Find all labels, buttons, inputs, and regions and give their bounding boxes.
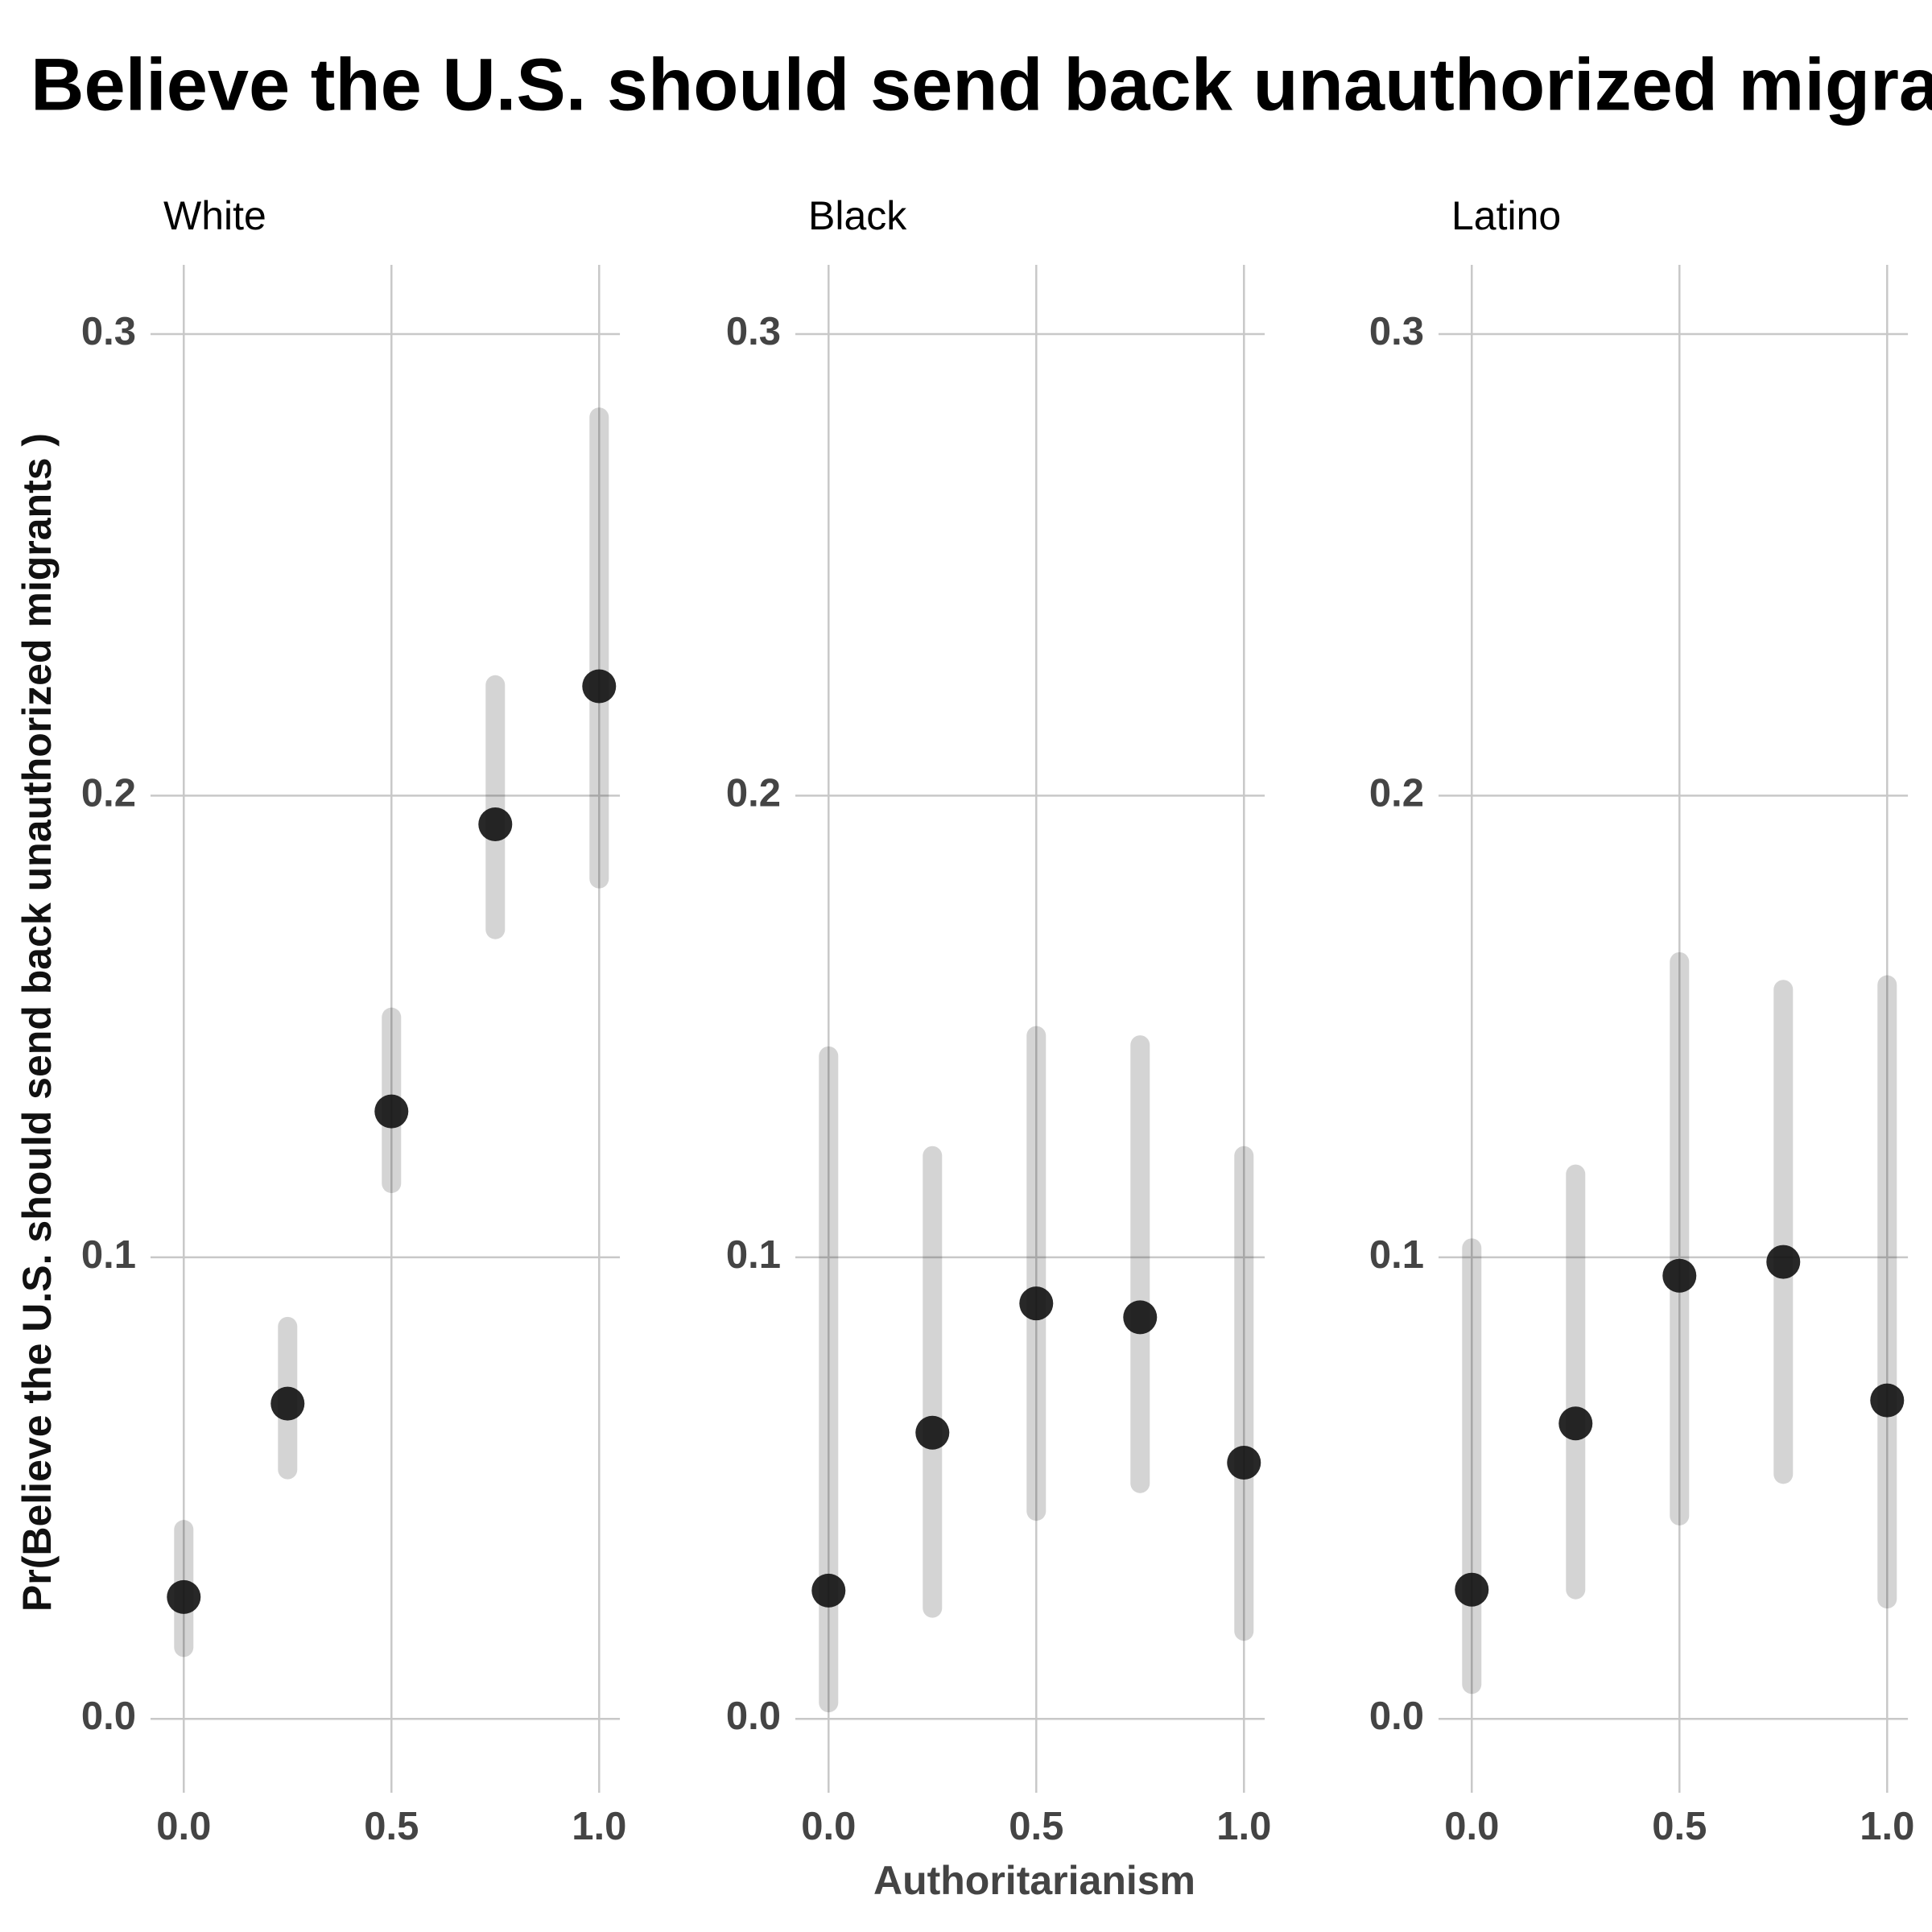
x-tick-label: 0.5 <box>1009 1805 1063 1848</box>
simulation-range <box>485 675 506 939</box>
simulation-range <box>589 407 609 889</box>
facet-label: Black <box>808 193 907 238</box>
mean-point <box>270 1386 305 1421</box>
x-tick-label: 0.0 <box>801 1805 856 1848</box>
mean-point <box>1662 1258 1697 1293</box>
y-tick-label: 0.3 <box>1369 310 1424 353</box>
simulation-range <box>1877 975 1897 1609</box>
mean-point <box>478 807 513 841</box>
mean-point <box>1455 1572 1489 1607</box>
simulation-range <box>1462 1238 1482 1695</box>
mean-point <box>1123 1300 1158 1335</box>
simulation-range <box>1130 1035 1150 1493</box>
mean-point <box>1558 1406 1593 1441</box>
facet-label: White <box>163 193 266 238</box>
y-tick-label: 0.2 <box>81 771 136 815</box>
x-tick-label: 0.0 <box>156 1805 211 1848</box>
x-tick-label: 0.5 <box>364 1805 419 1848</box>
mean-point <box>167 1579 201 1614</box>
y-tick-label: 0.0 <box>81 1695 136 1738</box>
mean-point <box>1019 1286 1054 1321</box>
simulation-range <box>923 1146 943 1618</box>
x-tick-label: 1.0 <box>1860 1805 1914 1848</box>
y-tick-label: 0.2 <box>1369 771 1424 815</box>
y-tick-label: 0.1 <box>81 1233 136 1277</box>
y-tick-label: 0.2 <box>726 771 781 815</box>
simulation-range <box>819 1046 839 1713</box>
simulation-range <box>1773 980 1794 1484</box>
simulation-range <box>1234 1146 1254 1641</box>
x-tick-label: 0.5 <box>1652 1805 1707 1848</box>
y-tick-label: 0.3 <box>726 310 781 353</box>
y-tick-label: 0.0 <box>1369 1695 1424 1738</box>
x-axis-label: Authoritarianism <box>873 1858 1195 1903</box>
simulation-range <box>1566 1164 1586 1600</box>
mean-point <box>1870 1383 1905 1418</box>
mean-point <box>915 1415 950 1450</box>
mean-point <box>811 1573 846 1608</box>
y-axis-label: Pr(Believe the U.S. should send back una… <box>14 433 60 1612</box>
mean-point <box>1227 1446 1261 1480</box>
y-tick-label: 0.0 <box>726 1695 781 1738</box>
simulation-range <box>1026 1026 1046 1521</box>
facet-label: Latino <box>1451 193 1561 238</box>
chart-title: Believe the U.S. should send back unauth… <box>31 43 1932 126</box>
y-tick-label: 0.1 <box>726 1233 781 1277</box>
mean-point <box>374 1094 409 1129</box>
y-tick-label: 0.3 <box>81 310 136 353</box>
simulation-range <box>1670 952 1690 1525</box>
x-tick-label: 0.0 <box>1444 1805 1499 1848</box>
mean-point <box>582 669 617 704</box>
y-tick-label: 0.1 <box>1369 1233 1424 1277</box>
x-tick-label: 1.0 <box>572 1805 626 1848</box>
mean-point <box>1766 1245 1801 1279</box>
x-tick-label: 1.0 <box>1216 1805 1271 1848</box>
